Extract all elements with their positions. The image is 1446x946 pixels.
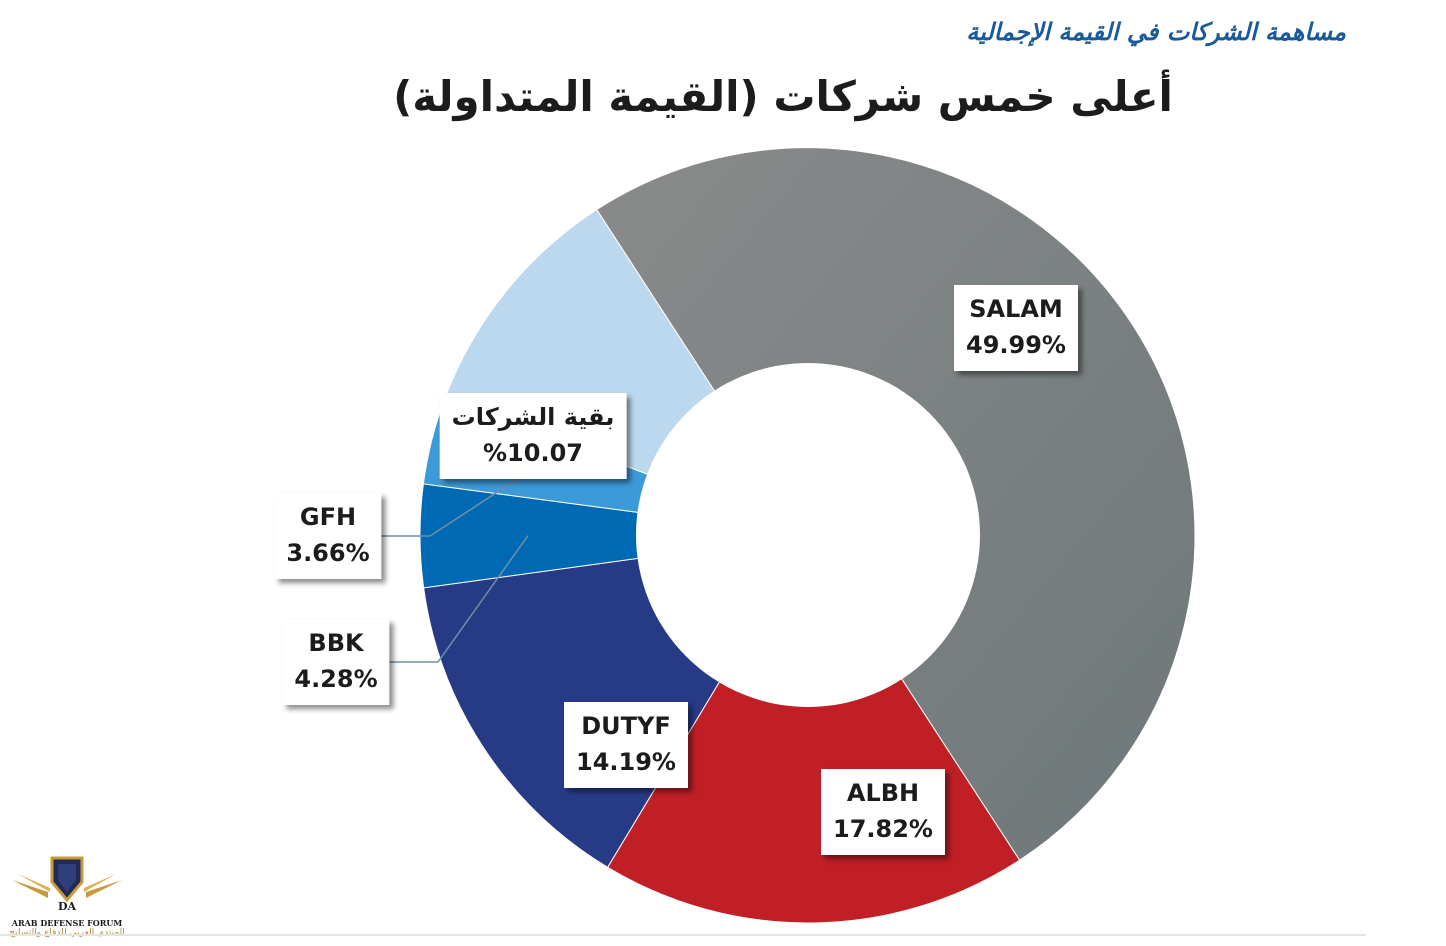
watermark-logo: DA ARAB DEFENSE FORUM المنتدى العربي للد… [8, 852, 126, 938]
bottom-rule [0, 934, 1366, 936]
slice-label-albh: ALBH 17.82% [821, 769, 945, 855]
slice-label-bbk-percent: 4.28% [294, 665, 378, 693]
slice-label-dutyf-name: DUTYF [581, 712, 671, 740]
slice-label-bbk: BBK 4.28% [282, 619, 390, 705]
slice-label-gfh: GFH 3.66% [274, 493, 382, 579]
slice-label-others: بقية الشركات %10.07 [439, 393, 627, 479]
watermark-name: ARAB DEFENSE FORUM [11, 918, 123, 928]
header-caption: مساهمة الشركات في القيمة الإجمالية [966, 18, 1346, 46]
leader-line-gfh [380, 465, 537, 537]
leader-lines [380, 465, 537, 663]
slice-label-salam: SALAM 49.99% [954, 285, 1078, 371]
watermark-subtitle: المنتدى العربي للدفاع والتسليح [9, 928, 125, 938]
shield-wings-icon: DA [12, 856, 122, 913]
slice-label-others-name: بقية الشركات [451, 403, 615, 431]
slice-label-dutyf: DUTYF 14.19% [564, 702, 688, 788]
donut-hole [636, 363, 980, 707]
slice-label-salam-percent: 49.99% [966, 331, 1066, 359]
chart-title: أعلى خمس شركات (القيمة المتداولة) [393, 72, 1173, 121]
slice-label-salam-name: SALAM [969, 295, 1063, 323]
slice-label-albh-name: ALBH [846, 779, 920, 807]
slice-label-gfh-percent: 3.66% [286, 539, 370, 567]
slice-label-bbk-name: BBK [308, 629, 364, 657]
slice-label-albh-percent: 17.82% [833, 815, 933, 843]
slice-label-gfh-name: GFH [299, 503, 357, 531]
slice-label-others-percent: %10.07 [483, 439, 583, 467]
leader-line-bbk [388, 535, 529, 663]
watermark-monogram: DA [58, 900, 77, 912]
slice-label-dutyf-percent: 14.19% [576, 748, 676, 776]
